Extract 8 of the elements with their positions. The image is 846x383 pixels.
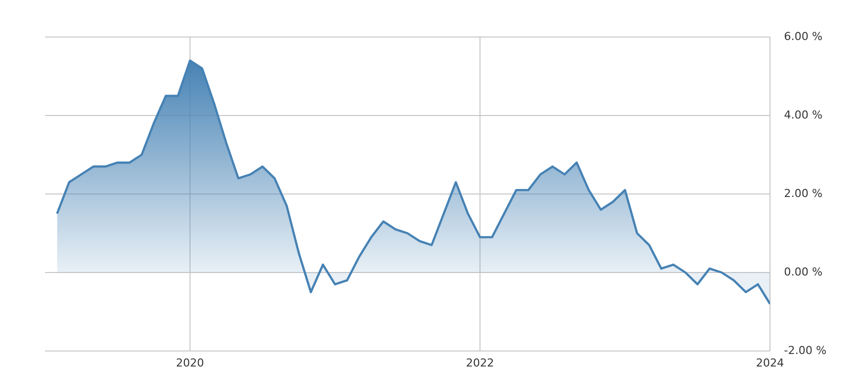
y-tick-label: 0.00 % (784, 265, 822, 278)
y-tick-label: 6.00 % (784, 30, 822, 43)
y-tick-label: -2.00 % (784, 344, 826, 357)
y-tick-label: 2.00 % (784, 186, 822, 200)
x-tick-label: 2022 (466, 356, 494, 370)
x-tick-label: 2024 (756, 356, 784, 370)
x-tick-label: 2020 (176, 356, 204, 370)
y-tick-label: 4.00 % (784, 108, 822, 122)
